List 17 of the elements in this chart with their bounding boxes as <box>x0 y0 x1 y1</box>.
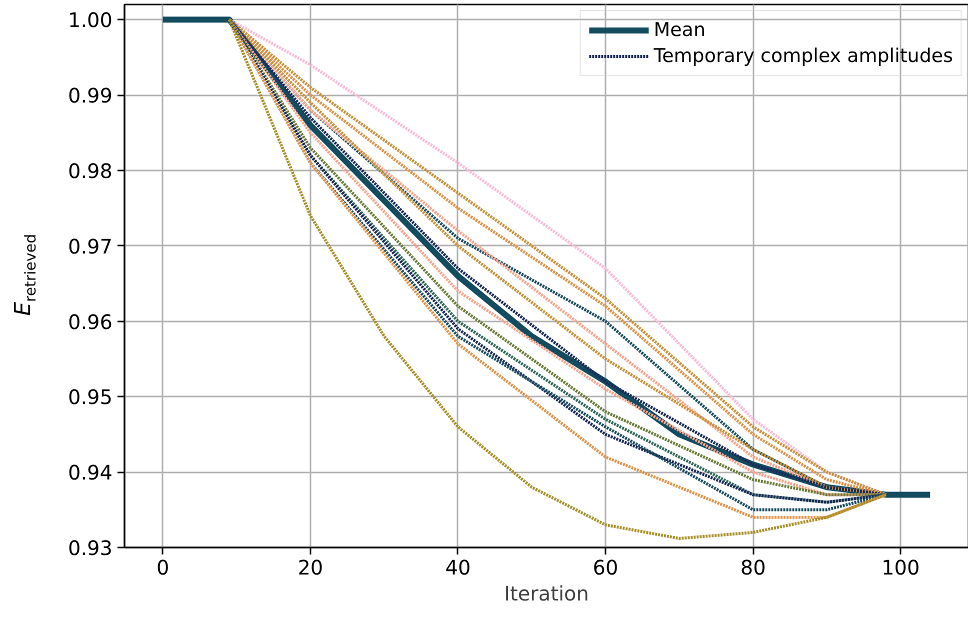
y-tick-label: 0.97 <box>68 234 112 258</box>
legend-label: Temporary complex amplitudes <box>654 45 953 67</box>
y-tick-label: 1.00 <box>68 8 112 32</box>
y-tick-label: 0.99 <box>68 84 112 108</box>
x-tick-label: 0 <box>156 556 170 580</box>
x-tick-label: 60 <box>592 556 618 580</box>
x-tick-label: 80 <box>740 556 766 580</box>
y-tick-label: 0.98 <box>68 158 112 183</box>
y-tick-label: 0.93 <box>68 536 112 560</box>
x-tick-label: 20 <box>298 556 324 580</box>
x-tick-label: 40 <box>445 556 471 580</box>
x-tick-label: 100 <box>882 556 920 580</box>
y-tick-label: 0.96 <box>68 310 112 334</box>
legend-label: Mean <box>654 19 706 41</box>
y-tick-label: 0.95 <box>68 385 112 410</box>
y-tick-label: 0.94 <box>68 460 112 485</box>
x-axis-title: Iteration <box>504 582 589 606</box>
